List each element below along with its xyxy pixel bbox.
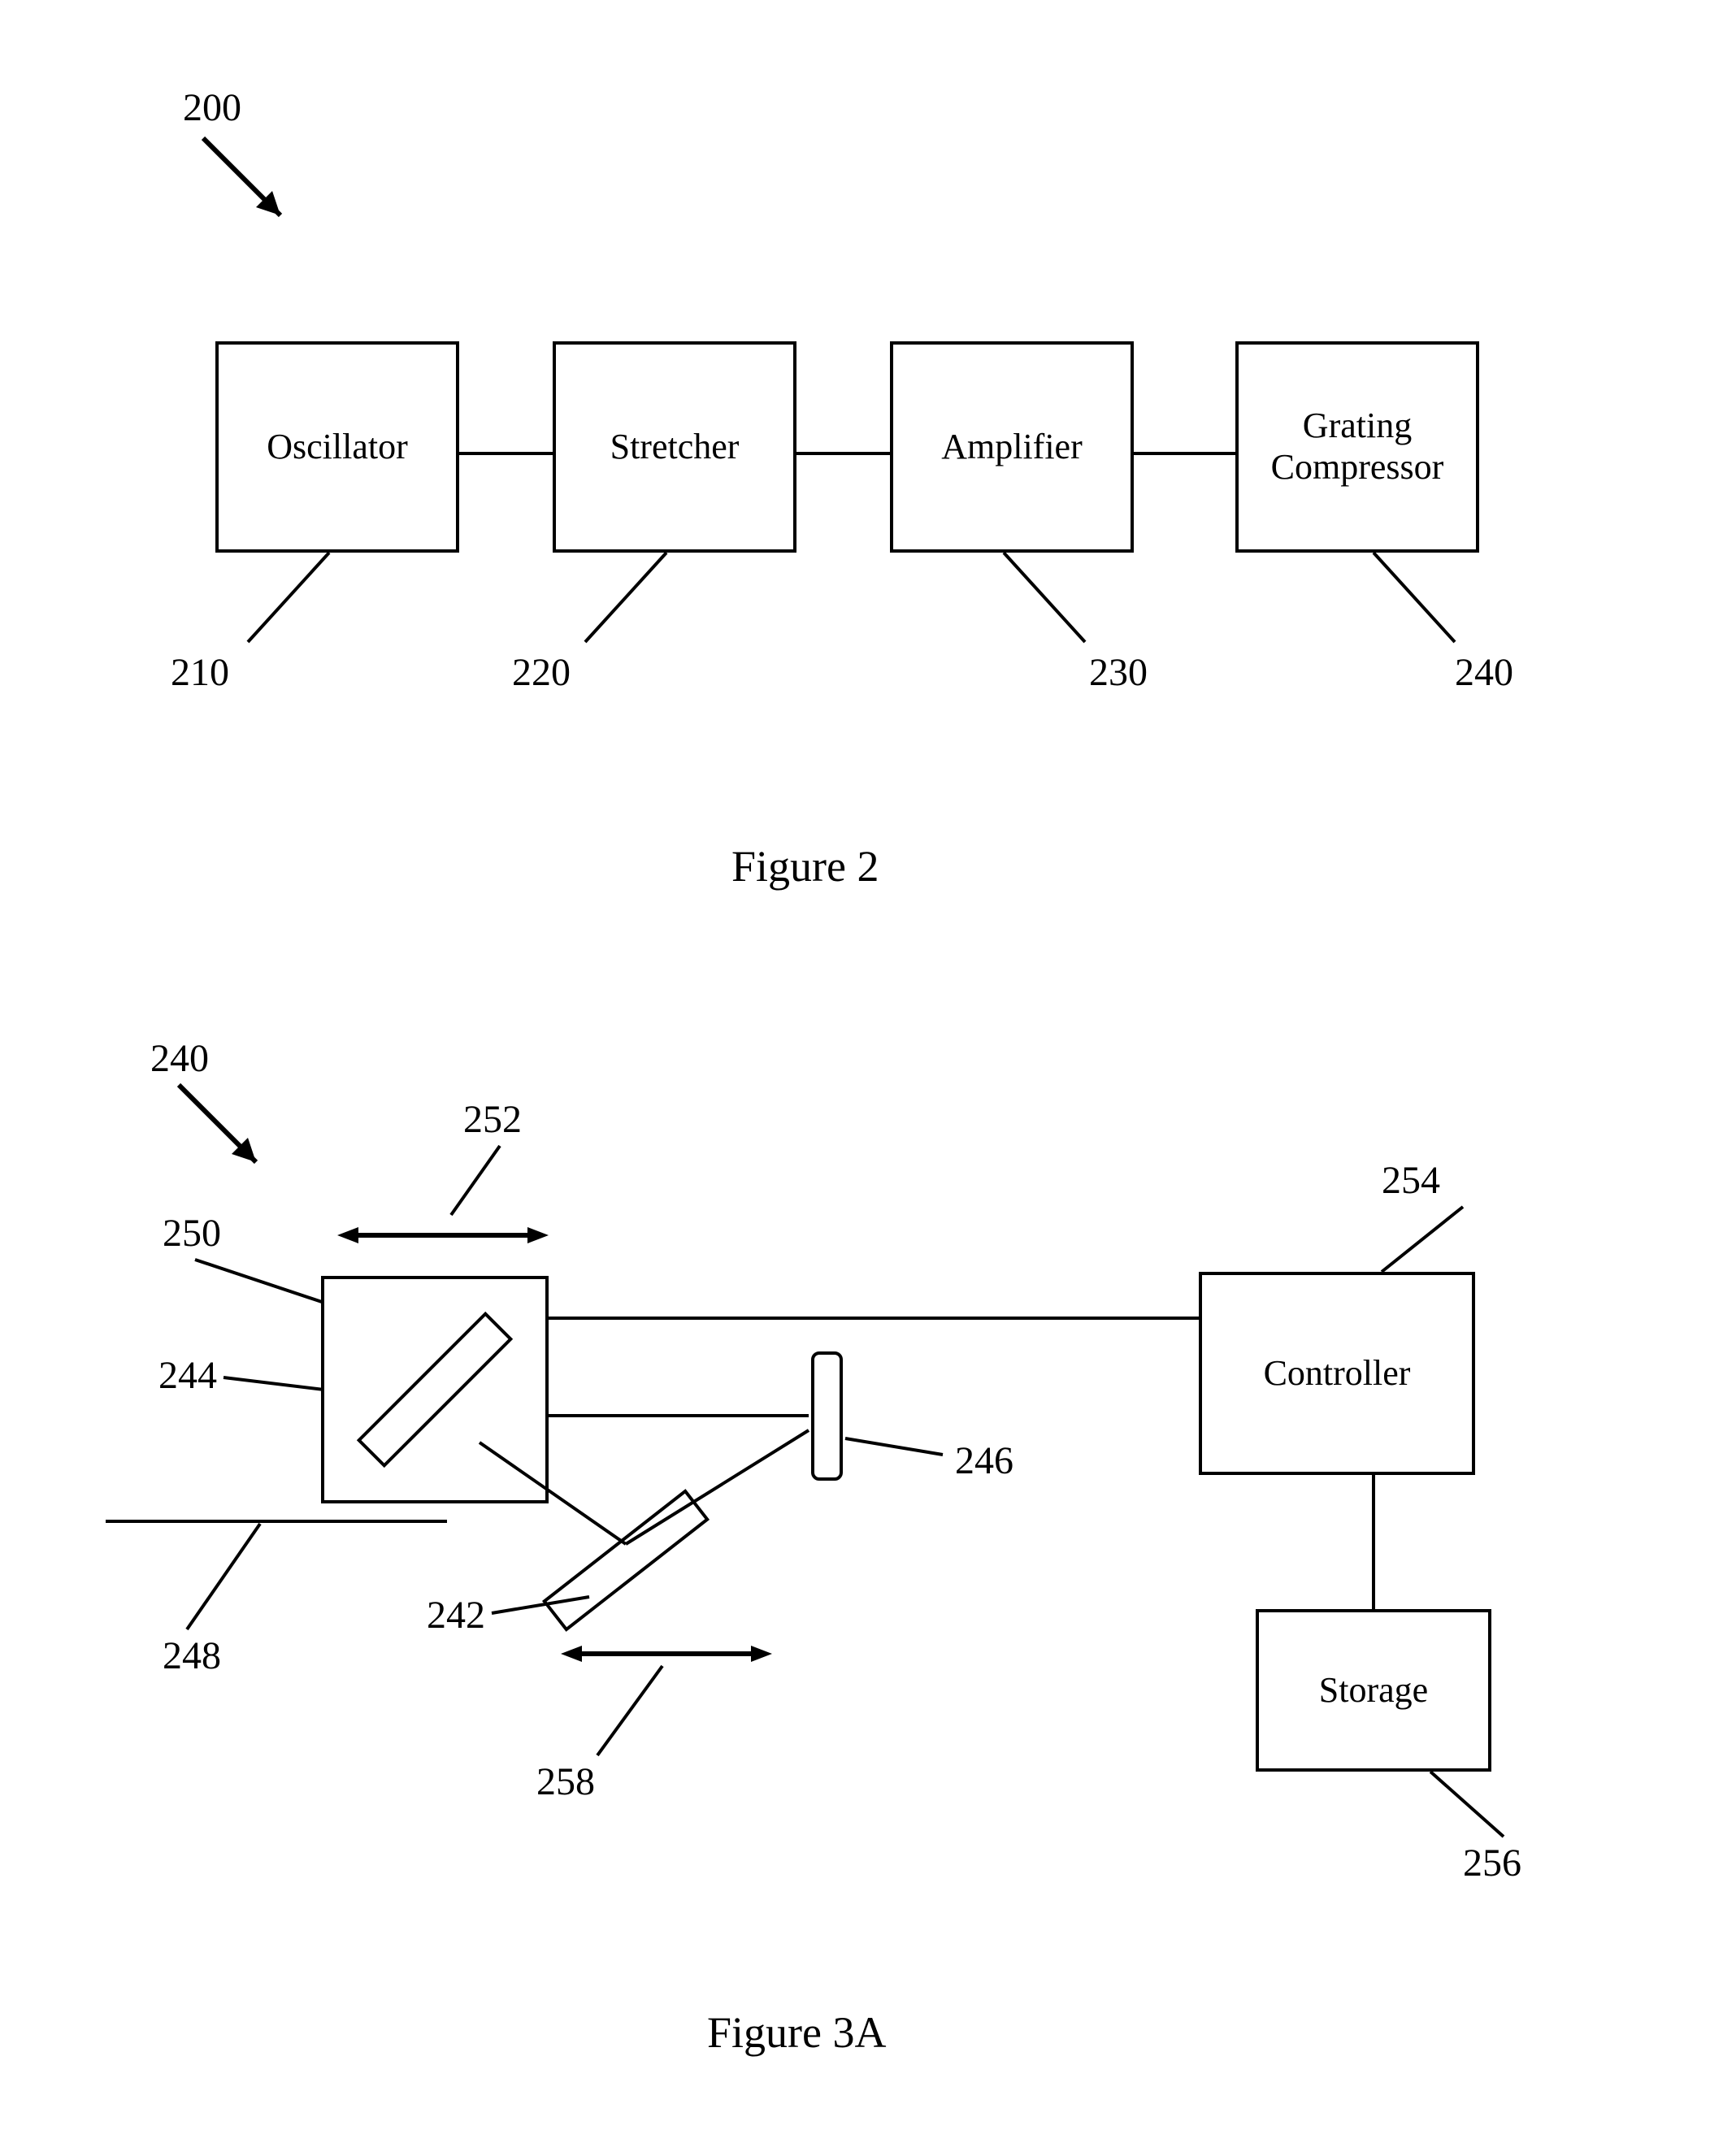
- leader-220: [585, 553, 683, 650]
- conn-controller-storage: [1372, 1475, 1375, 1609]
- block-compressor: Grating Compressor: [1235, 341, 1479, 553]
- ref-248: 248: [163, 1633, 221, 1678]
- ref-246: 246: [955, 1438, 1013, 1483]
- storage-label: Storage: [1319, 1670, 1428, 1711]
- leader-230: [1004, 553, 1101, 650]
- conn-amp-comp: [1134, 452, 1235, 455]
- ref-258: 258: [536, 1759, 595, 1804]
- conn-osc-stretch: [459, 452, 553, 455]
- stretcher-label: Stretcher: [610, 427, 740, 468]
- leader-246: [845, 1438, 951, 1471]
- leader-258: [597, 1666, 671, 1763]
- leader-256: [1430, 1772, 1512, 1845]
- leader-248: [187, 1524, 284, 1638]
- oscillator-label: Oscillator: [267, 427, 408, 468]
- leader-210: [248, 553, 345, 650]
- block-amplifier: Amplifier: [890, 341, 1134, 553]
- ref-230: 230: [1089, 650, 1148, 695]
- block-controller: Controller: [1199, 1272, 1475, 1475]
- ref-242: 242: [427, 1593, 485, 1638]
- conn-stretch-amp: [796, 452, 890, 455]
- block-storage: Storage: [1256, 1609, 1491, 1772]
- block-oscillator: Oscillator: [215, 341, 459, 553]
- ref-250: 250: [163, 1211, 221, 1256]
- amplifier-label: Amplifier: [941, 427, 1083, 468]
- controller-label: Controller: [1264, 1353, 1411, 1395]
- compressor-label: Grating Compressor: [1271, 406, 1444, 488]
- fig2-arrow-200: [203, 138, 317, 252]
- double-arrow-258: [561, 1638, 772, 1670]
- block-stretcher: Stretcher: [553, 341, 796, 553]
- leader-254: [1382, 1207, 1471, 1276]
- fig2-ref-200: 200: [183, 85, 241, 130]
- ref-210: 210: [171, 650, 229, 695]
- figure3a-caption: Figure 3A: [707, 2007, 886, 2058]
- ref-252: 252: [463, 1097, 522, 1142]
- leader-252: [451, 1146, 516, 1219]
- ref-256: 256: [1463, 1841, 1521, 1885]
- ref-220: 220: [512, 650, 571, 695]
- output-248: [106, 1520, 447, 1523]
- fig3a-ref-240: 240: [150, 1036, 209, 1081]
- double-arrow-252: [337, 1219, 549, 1252]
- leader-240: [1374, 553, 1471, 650]
- ref-254: 254: [1382, 1158, 1440, 1203]
- ref-244: 244: [158, 1353, 217, 1398]
- fig3a-arrow-240: [179, 1085, 293, 1199]
- figure2-caption: Figure 2: [731, 841, 879, 891]
- beam-diagonals: [321, 1276, 906, 1682]
- ref-240: 240: [1455, 650, 1513, 695]
